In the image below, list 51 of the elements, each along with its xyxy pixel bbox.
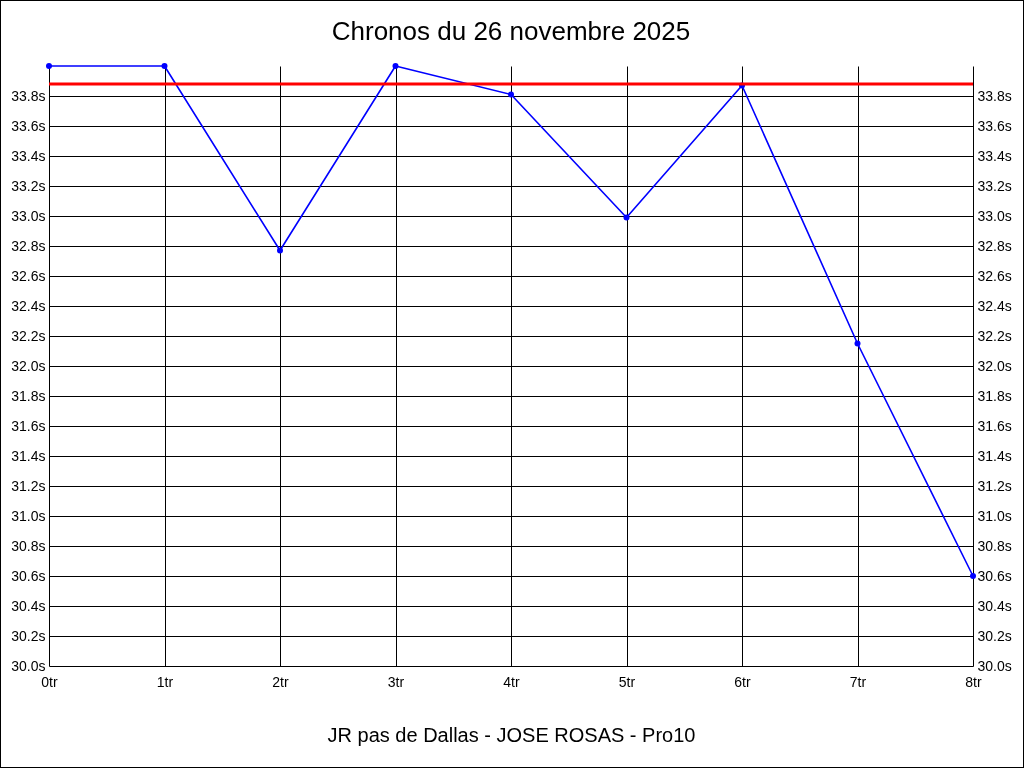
y-tick-label: 32.6s — [11, 267, 46, 284]
y2-tick-label: 31.4s — [977, 447, 1012, 464]
y2-tick-label: 31.0s — [977, 507, 1012, 524]
y2-tick-label: 33.2s — [977, 177, 1012, 194]
x-axis-title: JR pas de Dallas - JOSE ROSAS - Pro10 — [327, 723, 696, 746]
x-tick-label: 1tr — [156, 673, 174, 690]
y-tick-label: 31.0s — [11, 507, 46, 524]
chart-title: Chronos du 26 novembre 2025 — [331, 16, 691, 46]
y2-tick-label: 30.2s — [977, 627, 1012, 644]
y-tick-label: 30.2s — [11, 627, 46, 644]
y2-tick-label: 31.6s — [977, 417, 1012, 434]
x-tick-label: 4tr — [503, 673, 520, 690]
y-tick-label: 33.2s — [11, 177, 46, 194]
y-tick-label: 30.4s — [11, 597, 46, 614]
y-tick-label: 32.0s — [11, 357, 46, 374]
y2-tick-label: 33.6s — [977, 117, 1012, 134]
y2-tick-label: 32.2s — [977, 327, 1012, 344]
y2-tick-label: 33.4s — [977, 147, 1012, 164]
y-tick-label: 33.6s — [11, 117, 46, 134]
y-tick-label: 30.0s — [11, 657, 46, 674]
y2-tick-label: 32.0s — [977, 357, 1012, 374]
x-tick-label: 6tr — [734, 673, 751, 690]
y2-tick-label: 33.0s — [977, 207, 1012, 224]
y-tick-label: 33.0s — [11, 207, 46, 224]
x-tick-label: 7tr — [849, 673, 867, 690]
y2-tick-label: 31.8s — [977, 387, 1012, 404]
y2-tick-label: 30.0s — [977, 657, 1012, 674]
y-tick-label: 33.8s — [11, 87, 46, 104]
y-tick-label: 30.8s — [11, 537, 46, 554]
y2-tick-label: 33.8s — [977, 87, 1012, 104]
y-tick-label: 31.4s — [11, 447, 46, 464]
x-tick-label: 5tr — [618, 673, 636, 690]
y2-tick-label: 30.4s — [977, 597, 1012, 614]
x-tick-label: 3tr — [387, 673, 405, 690]
y2-tick-label: 32.8s — [977, 237, 1012, 254]
y-tick-label: 30.6s — [11, 567, 46, 584]
y2-tick-label: 30.6s — [977, 567, 1012, 584]
y2-tick-label: 30.8s — [977, 537, 1012, 554]
y-tick-label: 33.4s — [11, 147, 46, 164]
y-tick-label: 32.8s — [11, 237, 46, 254]
x-tick-label: 0tr — [41, 673, 58, 690]
y-tick-label: 31.6s — [11, 417, 46, 434]
y2-tick-label: 32.4s — [977, 297, 1012, 314]
y-tick-label: 31.8s — [11, 387, 46, 404]
y2-tick-label: 32.6s — [977, 267, 1012, 284]
y-tick-label: 32.2s — [11, 327, 46, 344]
x-tick-label: 8tr — [965, 673, 982, 690]
y-tick-label: 32.4s — [11, 297, 46, 314]
x-tick-label: 2tr — [272, 673, 289, 690]
y2-tick-label: 31.2s — [977, 477, 1012, 494]
y-tick-label: 31.2s — [11, 477, 46, 494]
